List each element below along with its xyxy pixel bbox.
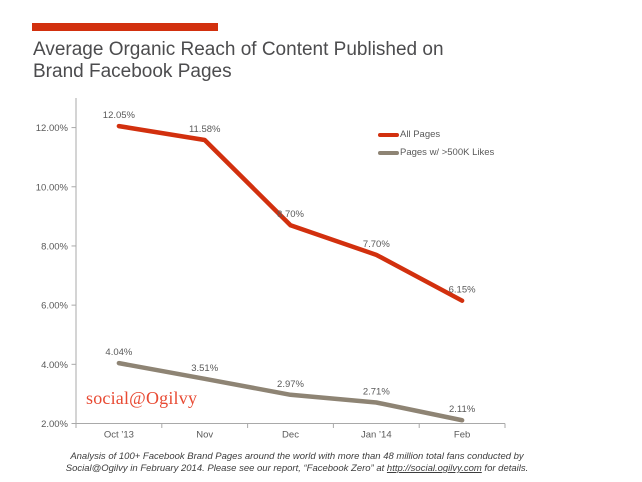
legend-swatch-500k-likes: [378, 150, 399, 155]
chart-legend: All Pages Pages w/ >500K Likes: [378, 129, 494, 158]
footnote-line2-text: Social@Ogilvy in February 2014. Please s…: [65, 463, 387, 474]
page-title-line2: Brand Facebook Pages: [33, 61, 232, 82]
legend-label-all-pages: All Pages: [400, 129, 441, 140]
data-point-label: 2.71%: [363, 386, 390, 397]
x-axis-category-label: Jan ’14: [361, 430, 392, 441]
accent-bar: [32, 23, 218, 31]
data-point-label: 7.70%: [363, 239, 390, 250]
social-ogilvy-logo: social@Ogilvy: [86, 388, 198, 408]
x-axis-category-label: Oct ’13: [104, 430, 134, 441]
data-point-label: 4.04%: [105, 347, 132, 358]
page-title: Average Organic Reach of Content Publish…: [33, 39, 444, 83]
page-title-line1: Average Organic Reach of Content Publish…: [33, 39, 444, 60]
x-axis-category-label: Nov: [196, 430, 213, 441]
y-axis-tick-label: 6.00%: [41, 301, 68, 312]
footnote-line2-suffix: for details.: [481, 463, 529, 474]
data-point-label: 3.51%: [191, 363, 218, 374]
y-axis-tick-label: 8.00%: [41, 241, 68, 252]
data-point-label: 2.11%: [449, 404, 476, 415]
legend-item-all-pages: All Pages: [378, 129, 494, 140]
x-axis-category-label: Feb: [454, 430, 470, 441]
y-axis-tick-label: 12.00%: [36, 123, 69, 134]
legend-swatch-all-pages: [378, 132, 399, 137]
y-axis-tick-label: 2.00%: [41, 419, 68, 430]
report-link[interactable]: http://social.ogilvy.com: [386, 463, 482, 474]
y-axis-tick-label: 10.00%: [36, 182, 69, 193]
data-point-label: 8.70%: [277, 209, 304, 220]
footnote: Analysis of 100+ Facebook Brand Pages ar…: [16, 451, 578, 475]
legend-label-500k-likes: Pages w/ >500K Likes: [400, 147, 495, 158]
y-axis-tick-label: 4.00%: [41, 360, 68, 371]
series-line-all-pages: [116, 123, 465, 303]
footnote-line1: Analysis of 100+ Facebook Brand Pages ar…: [70, 451, 524, 462]
data-point-label: 2.97%: [277, 379, 304, 390]
data-point-label: 6.15%: [449, 285, 476, 296]
x-axis-category-label: Dec: [282, 430, 299, 441]
data-point-label: 11.58%: [189, 124, 221, 135]
footnote-line2: Social@Ogilvy in February 2014. Please s…: [16, 463, 578, 475]
series-line-500k-likes: [116, 360, 465, 423]
data-point-label: 12.05%: [103, 110, 136, 121]
legend-item-500k-likes: Pages w/ >500K Likes: [378, 147, 494, 158]
